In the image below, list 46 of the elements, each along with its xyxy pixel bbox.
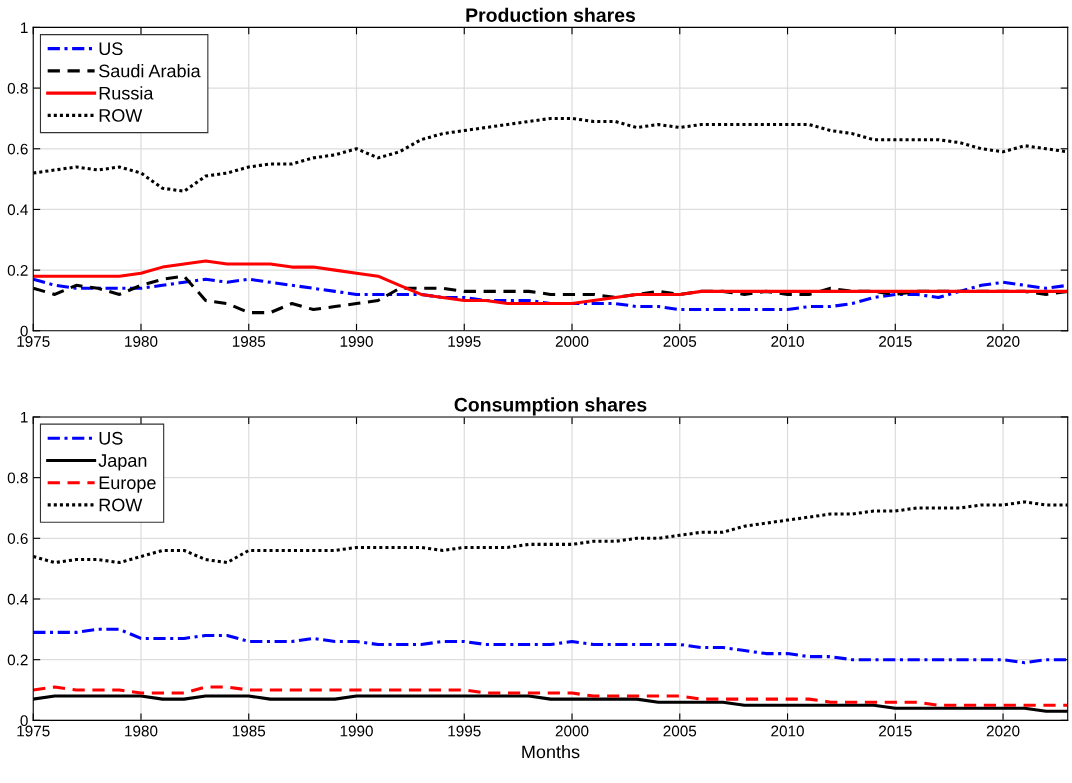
chart-title: Production shares — [466, 7, 636, 23]
y-tick-label: 0.4 — [7, 204, 28, 216]
x-tick-label: 1975 — [17, 336, 50, 347]
y-tick-label: 0.4 — [7, 593, 28, 605]
x-tick-label: 2015 — [879, 336, 912, 347]
x-tick-label: 2005 — [663, 725, 697, 737]
x-tick-label: 1985 — [232, 725, 266, 737]
legend-label: US — [99, 42, 123, 56]
x-tick-label: 2000 — [555, 336, 589, 347]
legend-label: ROW — [99, 498, 143, 512]
y-tick-label: 0 — [20, 715, 28, 727]
x-tick-label: 1995 — [448, 336, 481, 347]
x-tick-label: 2010 — [771, 725, 804, 737]
x-tick-label: 2000 — [555, 725, 589, 737]
y-tick-label: 1 — [21, 22, 28, 33]
legend-label: ROW — [99, 109, 143, 122]
y-tick-label: 0 — [20, 325, 28, 337]
x-tick-label: 1990 — [340, 336, 373, 347]
legend-label: Russia — [99, 86, 154, 100]
y-tick-label: 0.8 — [7, 472, 28, 484]
y-tick-label: 0.2 — [7, 654, 28, 666]
x-tick-label: 2015 — [879, 725, 912, 737]
x-tick-label: 1975 — [17, 725, 50, 737]
x-tick-label: 2020 — [986, 725, 1020, 737]
y-tick-label: 0.8 — [7, 82, 28, 94]
x-tick-label: 1980 — [125, 725, 158, 737]
y-tick-label: 0.6 — [7, 533, 28, 544]
legend-label: Japan — [98, 454, 147, 471]
x-tick-label: 1990 — [340, 725, 373, 737]
x-tick-label: 2010 — [771, 336, 804, 347]
line-series — [33, 627, 1068, 665]
x-tick-label: 1995 — [448, 725, 481, 737]
legend-label: Saudi Arabia — [99, 64, 201, 78]
x-axis-title: Months — [522, 745, 580, 759]
legend-label: Europe — [99, 476, 156, 493]
chart-title: Consumption shares — [454, 397, 647, 416]
legend-label: US — [99, 431, 123, 445]
y-tick-label: 0.2 — [7, 265, 28, 276]
x-tick-label: 1985 — [232, 336, 266, 347]
line-series — [33, 685, 1068, 707]
line-series — [33, 259, 1068, 306]
y-tick-label: 0.6 — [7, 143, 28, 155]
x-tick-label: 2005 — [663, 336, 697, 347]
x-tick-label: 1980 — [125, 336, 158, 347]
x-tick-label: 2020 — [986, 336, 1020, 347]
y-tick-label: 1 — [21, 411, 28, 423]
